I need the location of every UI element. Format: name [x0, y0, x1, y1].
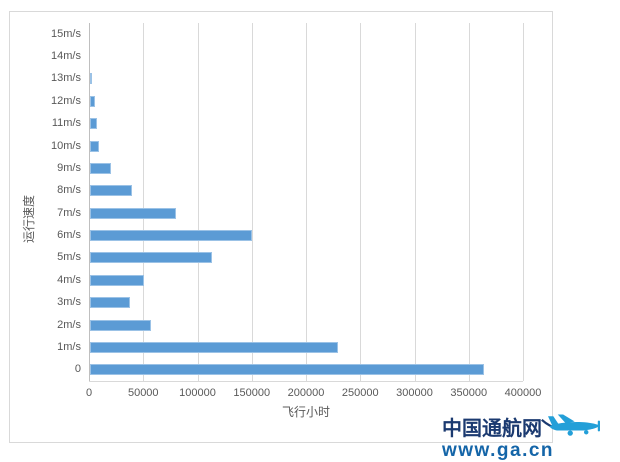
bar-7m-s	[90, 207, 176, 219]
bar-6m-s	[90, 230, 252, 242]
bar-4m-s	[90, 274, 145, 286]
gridline	[523, 23, 524, 381]
y-category-label: 15m/s	[51, 27, 81, 40]
x-axis-title: 飞行小时	[281, 405, 330, 419]
x-tick-label: 350000	[450, 387, 488, 399]
y-category-label: 3m/s	[57, 296, 81, 309]
gridline	[197, 23, 199, 381]
y-category-label: 9m/s	[57, 161, 81, 174]
x-tick-label: 0	[85, 387, 93, 399]
x-tick-label: 150000	[233, 387, 271, 399]
y-category-label: 4m/s	[57, 273, 81, 286]
site-watermark: 中国通航网 www.ga.cn	[442, 411, 618, 461]
bar-13m-s	[90, 73, 93, 85]
airplane-icon	[541, 414, 600, 436]
y-category-label: 6m/s	[57, 229, 81, 242]
y-category-label: 5m/s	[57, 251, 81, 264]
chart-frame: 运行速度 飞行小时 0 50000 100000 150000 200000 250000…	[9, 11, 553, 443]
bar-2m-s	[90, 319, 151, 331]
x-tick-label: 100000	[179, 387, 216, 399]
y-category-label: 13m/s	[51, 72, 81, 85]
y-category-label: 7m/s	[57, 206, 81, 219]
bar-10m-s	[90, 140, 99, 152]
y-category-label: 10m/s	[51, 139, 81, 152]
gridline	[414, 23, 416, 381]
gridline	[468, 23, 470, 381]
bar-9m-s	[90, 162, 111, 174]
plot-area	[89, 23, 524, 382]
bar-1m-s	[90, 341, 339, 353]
bar-3m-s	[90, 297, 131, 309]
y-category-label: 11m/s	[51, 117, 81, 130]
gridline	[360, 23, 362, 381]
y-category-label: 2m/s	[57, 318, 81, 331]
gridline	[143, 23, 145, 381]
x-tick-label: 250000	[341, 387, 379, 399]
bar-12m-s	[90, 95, 96, 107]
bar-8m-s	[90, 185, 133, 197]
y-category-label: 8m/s	[57, 184, 81, 197]
watermark-top-row: 中国通航网	[442, 411, 618, 441]
bar-5m-s	[90, 252, 212, 264]
y-category-label: 14m/s	[51, 50, 81, 63]
gridline	[306, 23, 307, 381]
y-category-label: 0	[74, 363, 81, 376]
x-tick-label: 200000	[287, 387, 325, 399]
y-category-label: 1m/s	[57, 340, 81, 353]
gridline	[251, 23, 253, 381]
watermark-url: www.ga.cn	[442, 440, 555, 461]
category-axis-line	[89, 23, 90, 381]
x-tick-label: 50000	[127, 387, 159, 399]
x-tick-label: 400000	[504, 387, 542, 399]
bar-0	[90, 364, 484, 376]
watermark-site-name: 中国通航网	[442, 417, 542, 440]
bar-11m-s	[90, 118, 97, 130]
x-tick-label: 300000	[396, 387, 433, 399]
y-category-label: 12m/s	[51, 94, 81, 107]
